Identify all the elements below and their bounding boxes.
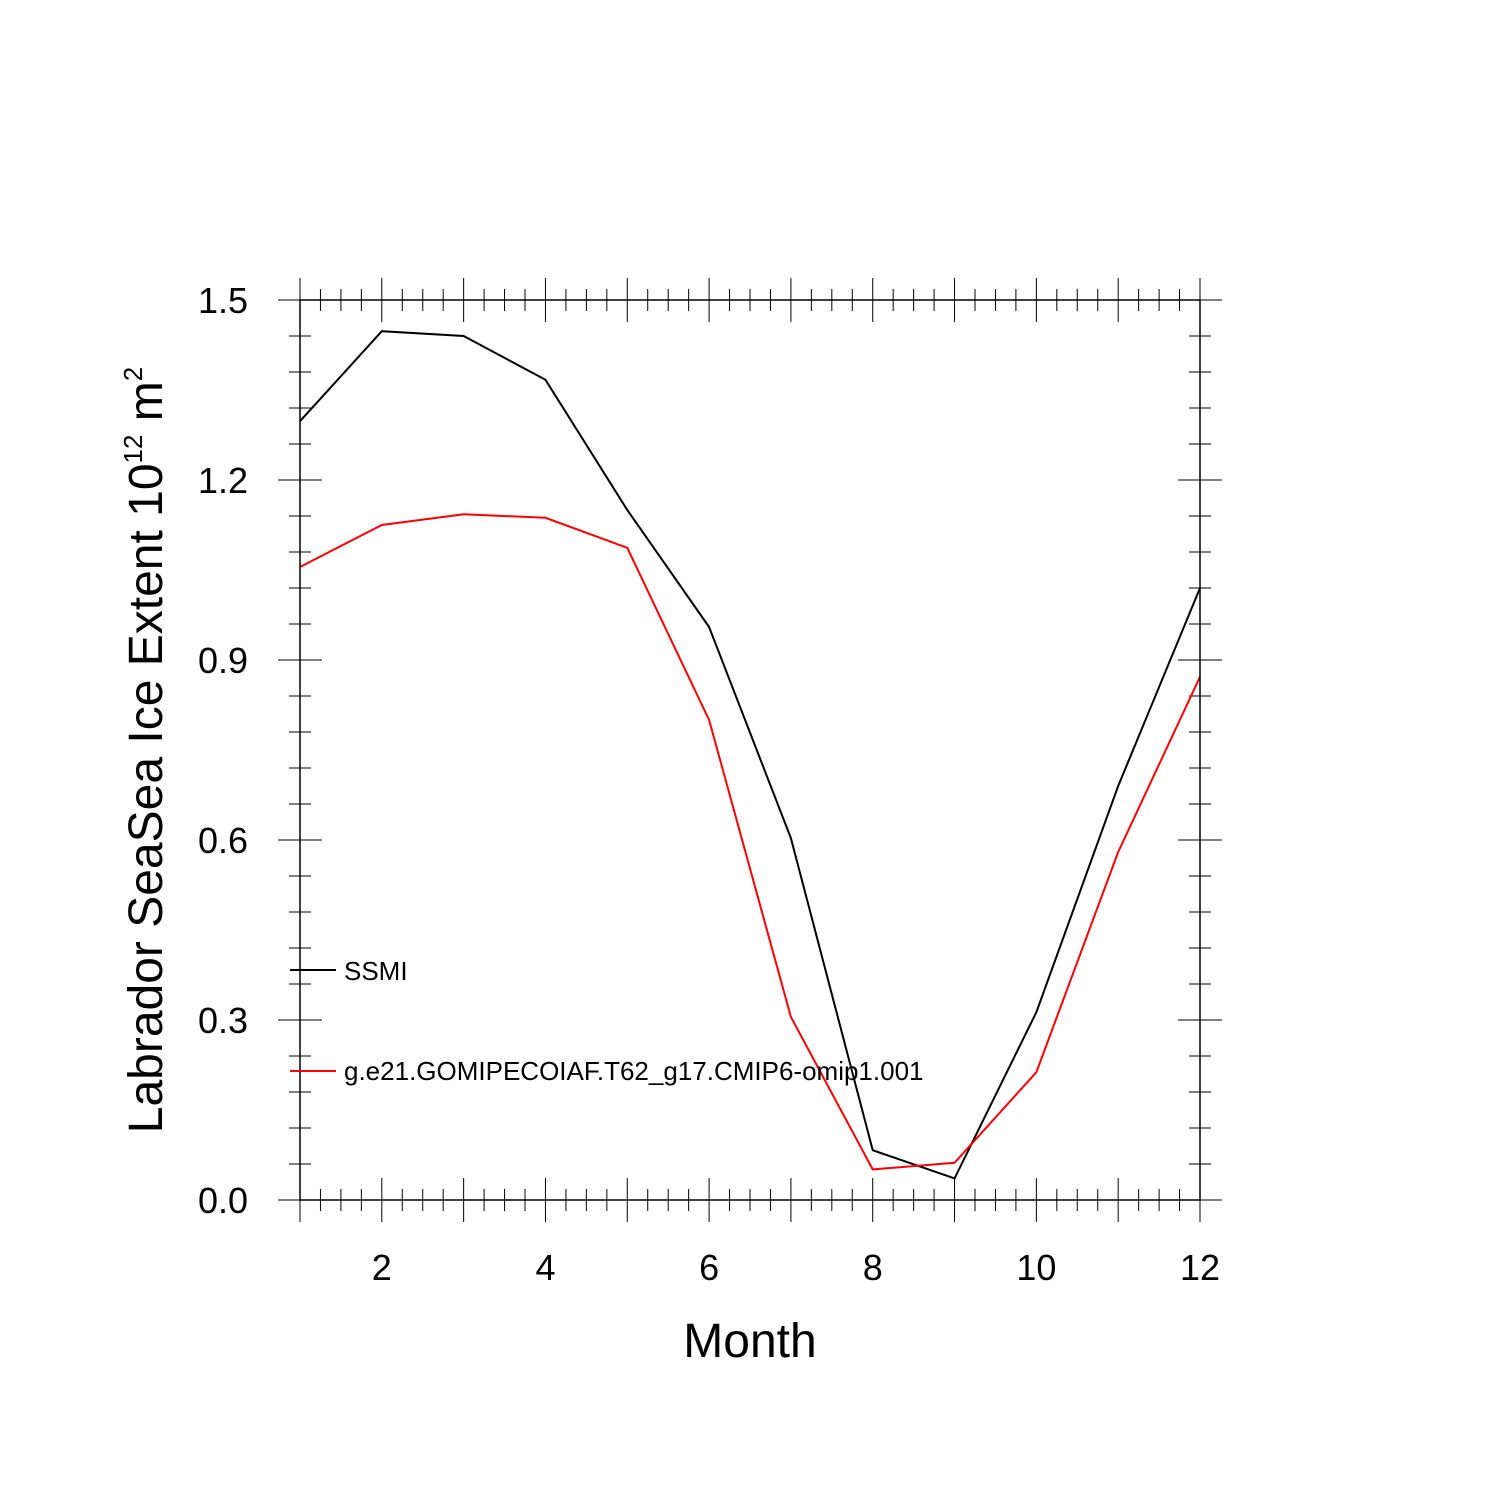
y-axis-title-unit: m xyxy=(120,381,173,434)
legend: SSMI g.e21.GOMIPECOIAF.T62_g17.CMIP6-omi… xyxy=(290,956,924,1086)
tick-labels: 2 4 6 8 10 12 0.0 0.3 0.6 0.9 1.2 1.5 xyxy=(198,280,1220,1288)
y-tick-label: 1.5 xyxy=(198,280,248,321)
x-tick-label: 10 xyxy=(1016,1247,1056,1288)
y-tick-label: 0.3 xyxy=(198,1000,248,1041)
y-tick-label: 0.6 xyxy=(198,820,248,861)
x-tick-label: 8 xyxy=(863,1247,883,1288)
legend-label-model: g.e21.GOMIPECOIAF.T62_g17.CMIP6-omip1.00… xyxy=(344,1056,924,1086)
x-tick-label: 12 xyxy=(1180,1247,1220,1288)
series-line-0 xyxy=(299,330,1201,1180)
plot-frame xyxy=(299,299,1201,1201)
series-lines xyxy=(299,330,1201,1180)
y-axis-title: Labrador SeaSea Ice Extent 1012 m2 xyxy=(118,367,173,1134)
y-axis-title-prefix: Labrador SeaSea Ice Extent 10 xyxy=(120,463,173,1133)
legend-entry-model: g.e21.GOMIPECOIAF.T62_g17.CMIP6-omip1.00… xyxy=(290,1056,924,1086)
legend-label-ssmi: SSMI xyxy=(344,956,408,986)
x-tick-label: 2 xyxy=(372,1247,392,1288)
x-tick-label: 4 xyxy=(535,1247,555,1288)
y-tick-label: 0.9 xyxy=(198,640,248,681)
y-axis-title-unit-exponent: 2 xyxy=(118,367,148,381)
y-axis-title-exponent: 12 xyxy=(118,435,148,464)
x-axis-title: Month xyxy=(683,1315,816,1368)
series-line-1 xyxy=(299,513,1201,1171)
legend-entry-ssmi: SSMI xyxy=(290,956,408,986)
y-tick-label: 1.2 xyxy=(198,460,248,501)
y-tick-label: 0.0 xyxy=(198,1180,248,1221)
x-tick-label: 6 xyxy=(699,1247,719,1288)
